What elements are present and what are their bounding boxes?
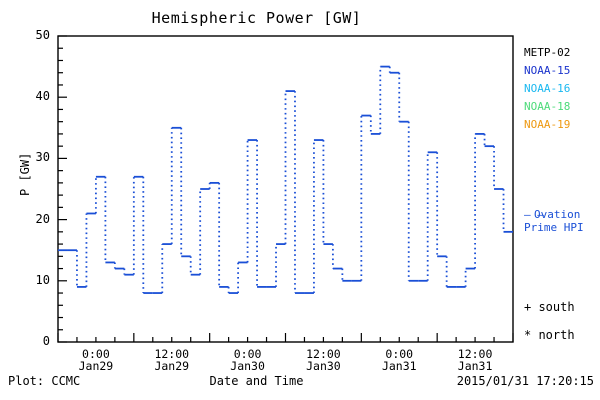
ovation-legend-entry: – –Ovation Prime HPI (524, 208, 584, 234)
x-tick-date: Jan30 (306, 359, 341, 373)
x-tick-date: Jan29 (154, 359, 190, 373)
x-tick-label: 12:00 Jan31 (435, 348, 515, 372)
legend-item-noaa-15: NOAA-15 (524, 64, 571, 77)
x-tick-date: Jan31 (381, 359, 417, 373)
y-tick-label: 30 (35, 150, 50, 165)
x-tick-label: 0:00 Jan31 (359, 348, 439, 372)
marker-legend-north: * north (524, 328, 575, 342)
x-tick-label: 12:00 Jan30 (283, 348, 363, 372)
x-tick-time: 12:00 (154, 347, 190, 361)
y-axis-ticks (58, 35, 67, 343)
legend-item-noaa-19: NOAA-19 (524, 118, 571, 131)
x-axis-title: Date and Time (209, 374, 304, 388)
y-tick-label: 10 (35, 272, 50, 287)
x-tick-label: 12:00 Jan29 (132, 348, 212, 372)
y-tick-label: 40 (35, 89, 50, 104)
plot-frame (57, 35, 514, 343)
ovation-line-marker: – – (524, 208, 544, 221)
legend-item-noaa-16: NOAA-16 (524, 82, 571, 95)
x-tick-time: 0:00 (82, 347, 110, 361)
y-tick-label: 20 (35, 211, 50, 226)
x-tick-date: Jan31 (457, 359, 493, 373)
page-title: Hemispheric Power [GW] (151, 9, 362, 27)
ovation-hpi-series (58, 65, 513, 294)
ovation-legend-label-line2: Prime HPI (524, 221, 584, 234)
legend-item-noaa-18: NOAA-18 (524, 100, 571, 113)
x-tick-date: Jan29 (78, 359, 114, 373)
x-tick-time: 0:00 (233, 347, 262, 361)
x-tick-time: 0:00 (385, 347, 414, 361)
y-tick-label: 50 (35, 28, 50, 42)
x-tick-time: 12:00 (306, 347, 341, 361)
x-tick-date: Jan30 (230, 359, 265, 373)
x-tick-label: 0:00 Jan29 (56, 348, 136, 372)
x-tick-label: 0:00 Jan30 (208, 348, 288, 372)
x-tick-time: 12:00 (457, 347, 493, 361)
y-tick-label: 0 (42, 334, 50, 348)
ovation-legend-label-line1: Ovation (534, 208, 581, 221)
plot-timestamp: 2015/01/31 17:20:15 (456, 374, 594, 388)
x-axis-ticks (57, 333, 514, 342)
legend-item-metp-02: METP-02 (524, 46, 571, 59)
marker-legend-south: + south (524, 300, 575, 314)
plot-credit: Plot: CCMC (8, 374, 81, 388)
